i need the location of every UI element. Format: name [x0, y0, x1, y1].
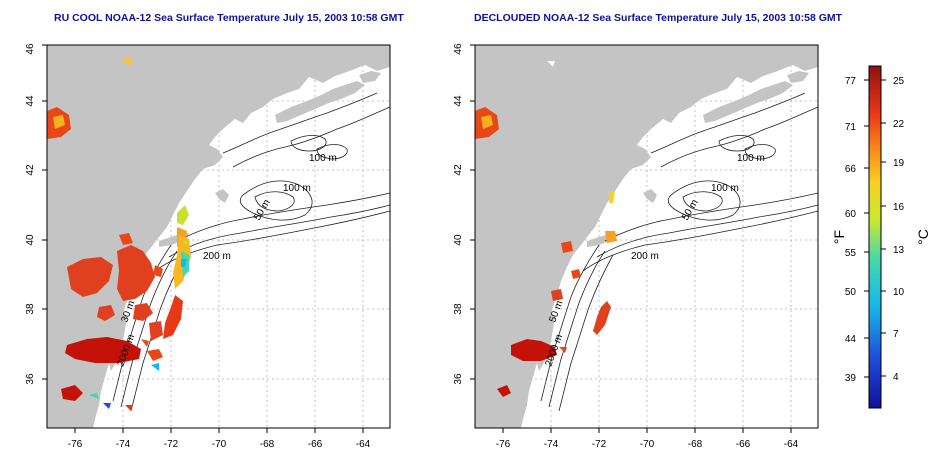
fahrenheit-tick: 39	[845, 373, 857, 384]
fahrenheit-tick: 44	[845, 334, 857, 345]
x-tick-label: -68	[688, 439, 703, 450]
contour-label: 100 m	[737, 153, 765, 164]
x-tick-label: -74	[116, 439, 131, 450]
celsius-tick: 25	[893, 76, 905, 87]
fahrenheit-tick: 77	[845, 76, 857, 87]
celsius-tick: 7	[893, 329, 899, 340]
colorbar: 77 71 66 60 55 50 44 39 25 22 19 16 13 1…	[831, 65, 931, 409]
y-tick-label: 46	[453, 43, 464, 55]
contour-label: 100 m	[711, 183, 739, 194]
y-tick-label: 44	[25, 95, 36, 107]
fahrenheit-unit-label: °F	[831, 230, 847, 244]
x-tick-label: -76	[68, 439, 83, 450]
fahrenheit-tick: 71	[845, 122, 857, 133]
celsius-tick: 10	[893, 287, 905, 298]
y-tick-label: 38	[25, 303, 36, 315]
celsius-tick: 4	[893, 372, 899, 383]
celsius-tick: 22	[893, 119, 905, 130]
map-title-left: RU COOL NOAA-12 Sea Surface Temperature …	[54, 12, 404, 24]
fahrenheit-tick: 55	[845, 248, 857, 259]
x-tick-label: -74	[544, 439, 559, 450]
y-tick-label: 42	[453, 164, 464, 176]
celsius-unit-label: °C	[915, 229, 931, 245]
y-tick-label: 42	[25, 164, 36, 176]
contour-label: 100 m	[309, 153, 337, 164]
fahrenheit-tick: 50	[845, 287, 857, 298]
celsius-tick: 16	[893, 202, 905, 213]
x-tick-label: -64	[356, 439, 371, 450]
x-tick-label: -70	[212, 439, 227, 450]
y-tick-label: 36	[453, 373, 464, 385]
y-tick-label: 38	[453, 303, 464, 315]
contour-label: 200 m	[631, 251, 659, 262]
celsius-tick: 19	[893, 158, 905, 169]
map-panel-left: 100 m 100 m 50 m 200 m 30 m 2000 m -76 -…	[25, 43, 391, 450]
colorbar-gradient	[868, 65, 882, 409]
sst-patches	[475, 61, 617, 397]
x-tick-label: -72	[164, 439, 179, 450]
map-title-right: DECLOUDED NOAA-12 Sea Surface Temperatur…	[474, 12, 843, 24]
y-tick-label: 36	[25, 373, 36, 385]
y-tick-label: 46	[25, 43, 36, 55]
contour-label: 200 m	[203, 251, 231, 262]
y-tick-label: 40	[453, 234, 464, 246]
x-tick-label: -66	[736, 439, 751, 450]
fahrenheit-tick: 66	[845, 164, 857, 175]
sst-patches	[47, 57, 191, 411]
x-tick-label: -76	[496, 439, 511, 450]
contour-label: 100 m	[283, 183, 311, 194]
x-tick-label: -70	[640, 439, 655, 450]
celsius-tick: 13	[893, 245, 905, 256]
y-tick-label: 44	[453, 95, 464, 107]
y-tick-label: 40	[25, 234, 36, 246]
x-tick-label: -68	[260, 439, 275, 450]
x-tick-label: -72	[592, 439, 607, 450]
fahrenheit-tick: 60	[845, 209, 857, 220]
x-tick-label: -66	[308, 439, 323, 450]
map-panel-right: 100 m 100 m 50 m 200 m 50 m 2000 m -76 -…	[453, 43, 819, 450]
x-tick-label: -64	[784, 439, 799, 450]
